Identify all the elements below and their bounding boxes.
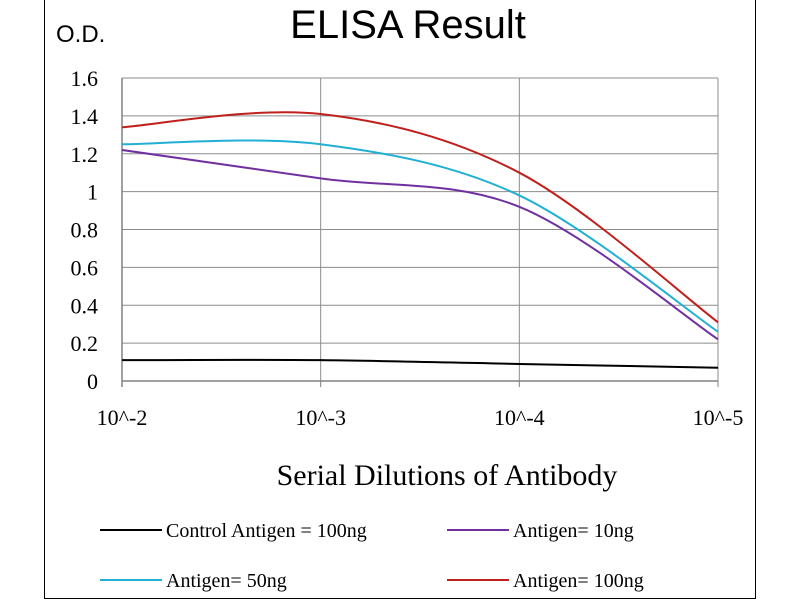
y-tick-label: 1 (87, 180, 98, 205)
legend-label: Control Antigen = 100ng (166, 520, 367, 542)
series-line (121, 358, 719, 369)
chart-title: ELISA Result (290, 3, 526, 47)
series-line (121, 139, 719, 333)
x-tick-label: 10^-5 (693, 405, 744, 430)
legend: Control Antigen = 100ng Antigen= 10ng Anti… (100, 520, 644, 592)
legend-label: Antigen= 100ng (513, 570, 644, 592)
y-tick-label: 0.6 (71, 255, 99, 280)
y-axis-label: O.D. (56, 21, 105, 48)
legend-label: Antigen= 10ng (513, 520, 634, 542)
y-tick-label: 1.2 (71, 142, 99, 167)
series-lines (121, 111, 719, 369)
legend-label: Antigen= 50ng (166, 570, 287, 592)
x-tick-labels: 10^-2 10^-3 10^-4 10^-5 (97, 405, 744, 430)
y-tick-label: 1.6 (71, 66, 99, 91)
y-tick-labels: 1.6 1.4 1.2 1 0.8 0.6 0.4 0.2 0 (71, 66, 99, 394)
chart-frame (44, 0, 756, 599)
grid (122, 77, 719, 382)
series-line (121, 148, 719, 341)
x-tick-label: 10^-4 (494, 405, 545, 430)
y-tick-label: 0.8 (71, 218, 99, 243)
plot-border (121, 78, 719, 387)
x-tick-label: 10^-2 (97, 405, 148, 430)
y-tick-label: 0.2 (71, 331, 99, 356)
series-line (121, 111, 719, 324)
y-tick-label: 1.4 (71, 104, 99, 129)
y-tick-label: 0.4 (71, 293, 99, 318)
x-axis-label: Serial Dilutions of Antibody (277, 459, 618, 492)
x-tick-label: 10^-3 (295, 405, 346, 430)
y-tick-label: 0 (87, 369, 98, 394)
